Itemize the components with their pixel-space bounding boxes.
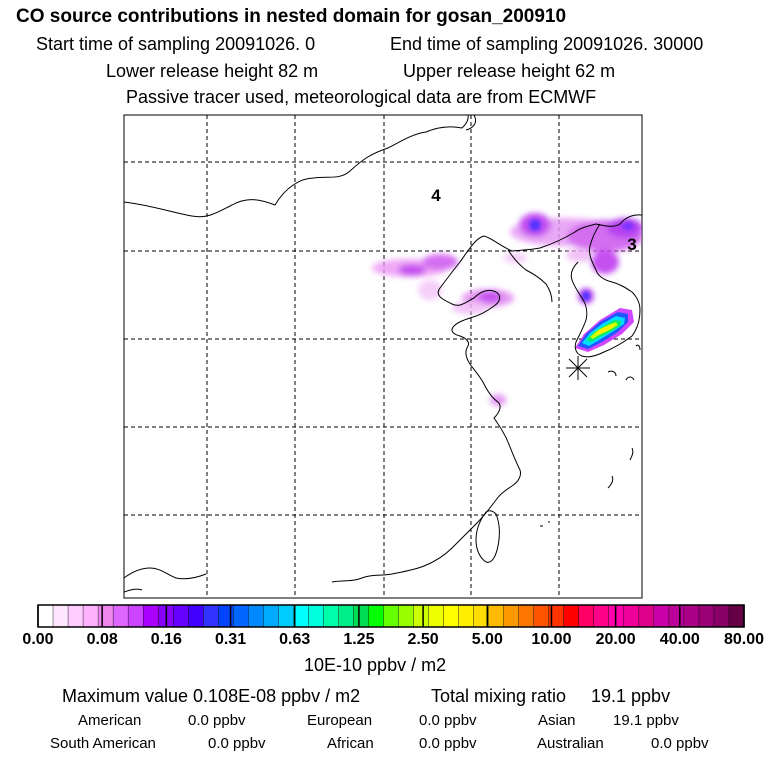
colorbar-segment [593, 604, 610, 628]
colorbar-segment [112, 604, 129, 628]
asian-label: Asian [538, 712, 576, 729]
colorbar-segment [398, 604, 415, 628]
colorbar-tick-label: 0.08 [86, 631, 118, 648]
colorbar-segment [623, 604, 640, 628]
colorbar-segment [458, 604, 475, 628]
colorbar-segment [668, 604, 685, 628]
start-sampling-text: Start time of sampling 20091026. 0 [36, 34, 316, 54]
colorbar-tick-label: 20.00 [595, 631, 636, 648]
colorbar-segment [52, 604, 69, 628]
colorbar-major-ticks [37, 605, 745, 627]
colorbar-segment [428, 604, 445, 628]
map-label-3: 3 [627, 235, 636, 254]
colorbar-tick-label: 0.16 [150, 631, 182, 648]
american-label: American [78, 712, 142, 729]
colorbar-segment [443, 604, 460, 628]
colorbar-segment [608, 604, 625, 628]
colorbar-tick-label: 1.25 [343, 631, 375, 648]
lower-release-text: Lower release height 82 m [106, 61, 319, 81]
colorbar-segment [383, 604, 400, 628]
colorbar-segment [172, 604, 189, 628]
australian-value: 0.0 ppbv [651, 735, 709, 752]
colorbar-segment [127, 604, 144, 628]
american-value: 0.0 ppbv [188, 712, 246, 729]
plot-title: CO source contributions in nested domain… [16, 6, 567, 27]
colorbar-segments [37, 604, 745, 628]
colorbar-segment [503, 604, 520, 628]
colorbar-segment [37, 604, 54, 628]
colorbar-segment [263, 604, 279, 628]
colorbar-units: 10E-10 ppbv / m2 [304, 655, 447, 675]
colorbar-segment [142, 604, 159, 628]
colorbar-segment [323, 604, 339, 628]
australian-label: Australian [537, 735, 604, 752]
colorbar-segment [293, 604, 309, 628]
map-gridlines [124, 115, 642, 598]
colorbar-tick-label: 0.00 [22, 631, 54, 648]
colorbar-segment [248, 604, 264, 628]
colorbar-segment [578, 604, 595, 628]
colorbar-segment [713, 604, 730, 628]
south-american-value: 0.0 ppbv [208, 735, 266, 752]
map-frame [123, 114, 643, 599]
colorbar-segment [233, 604, 249, 628]
colorbar-segment [698, 604, 715, 628]
coastlines [124, 115, 642, 593]
colorbar-segment [97, 604, 114, 628]
colorbar-segment [638, 604, 655, 628]
colorbar-segment [728, 604, 745, 628]
max-value-text: Maximum value 0.108E-08 ppbv / m2 [62, 686, 361, 706]
colorbar-tick-label: 40.00 [659, 631, 700, 648]
colorbar-tick-label: 80.00 [723, 631, 765, 648]
tracer-note-text: Passive tracer used, meteorological data… [126, 87, 597, 107]
colorbar-segment [67, 604, 84, 628]
south-american-label: South American [50, 735, 156, 752]
colorbar-segment [82, 604, 99, 628]
colorbar-segment [488, 604, 505, 628]
asian-value: 19.1 ppbv [613, 712, 679, 729]
total-mixing-label: Total mixing ratio [431, 686, 567, 706]
map-label-4: 4 [431, 186, 441, 205]
colorbar-segment [563, 604, 580, 628]
total-mixing-value: 19.1 ppbv [591, 686, 671, 706]
colorbar-tick-label: 0.63 [279, 631, 311, 648]
colorbar-segment [353, 604, 369, 628]
colorbar-tick-label: 0.31 [214, 631, 247, 648]
colorbar-segment [308, 604, 324, 628]
concentration-plume [372, 213, 642, 406]
colorbar-tick-label: 2.50 [407, 631, 439, 648]
colorbar-segment [203, 604, 219, 628]
colorbar-segment [413, 604, 430, 628]
colorbar-segment [188, 604, 204, 628]
european-label: European [307, 712, 373, 729]
upper-release-text: Upper release height 62 m [403, 61, 616, 81]
african-value: 0.0 ppbv [419, 735, 477, 752]
colorbar-segment [368, 604, 384, 628]
colorbar-segment [338, 604, 354, 628]
african-label: African [327, 735, 374, 752]
colorbar-tick-label: 10.00 [531, 631, 572, 648]
colorbar-segment [653, 604, 670, 628]
end-sampling-text: End time of sampling 20091026. 30000 [390, 34, 704, 54]
release-site-marker [566, 356, 590, 380]
colorbar-segment [533, 604, 550, 628]
colorbar-segment [683, 604, 700, 628]
european-value: 0.0 ppbv [419, 712, 477, 729]
colorbar-tick-label: 5.00 [471, 631, 503, 648]
colorbar-segment [278, 604, 294, 628]
colorbar-segment [518, 604, 535, 628]
